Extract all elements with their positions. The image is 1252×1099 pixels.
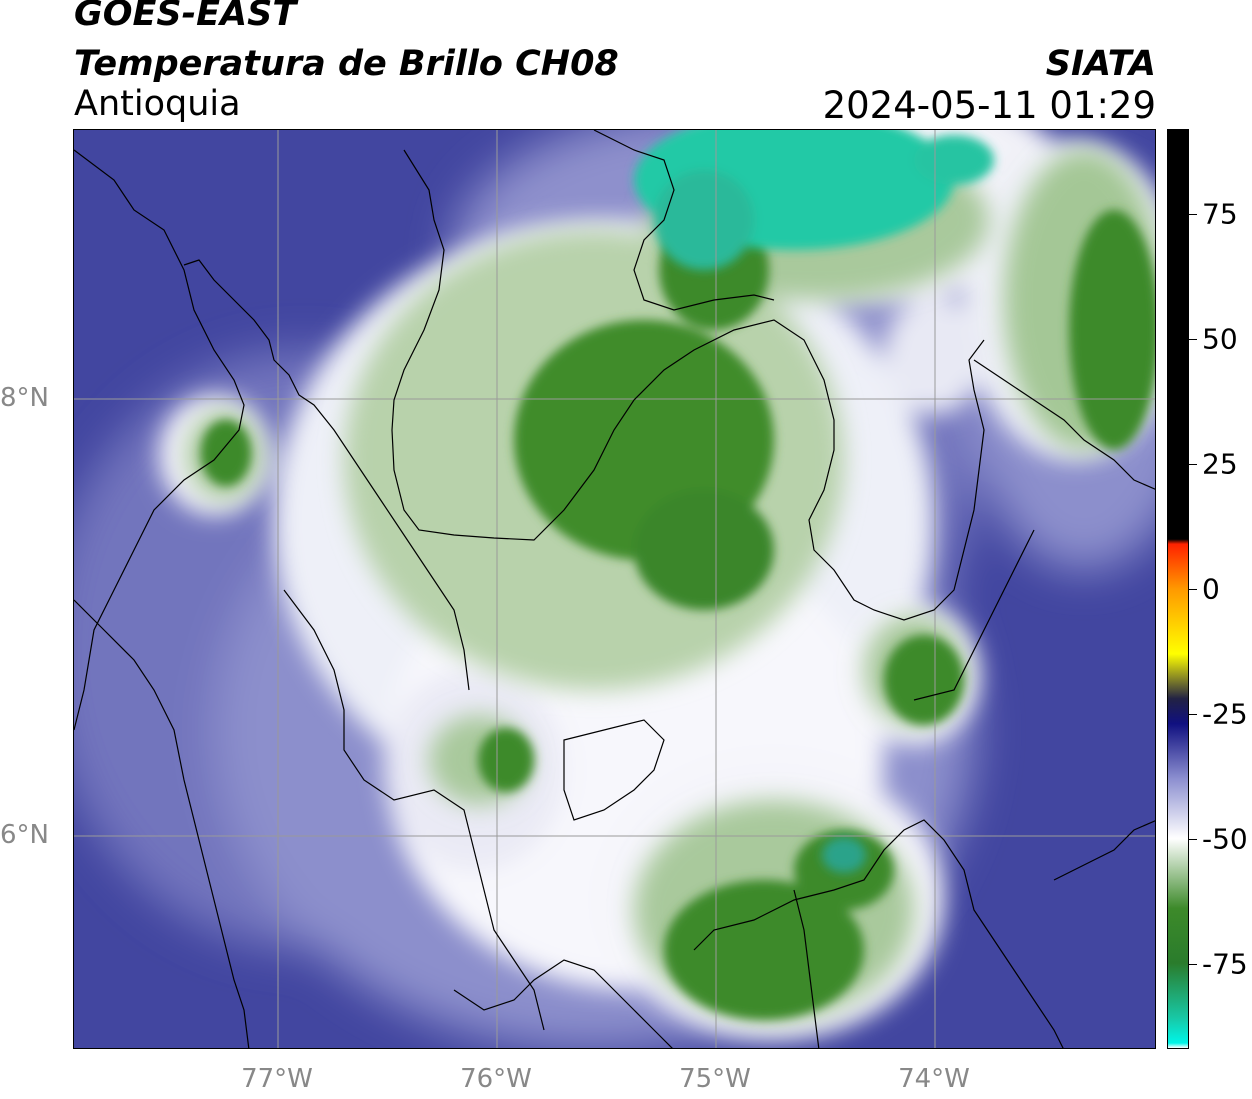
temperature-colorbar [1167, 129, 1189, 1049]
satellite-map[interactable] [73, 129, 1156, 1049]
colorbar-tick-label: -50 [1202, 822, 1248, 856]
colorbar-tick [1189, 964, 1197, 965]
colorbar-tick [1189, 714, 1197, 715]
colorbar-tick-label: 50 [1202, 322, 1238, 356]
lat-label-6n: 6°N [0, 820, 49, 850]
lat-label-8n: 8°N [0, 383, 49, 413]
lon-label-76w: 76°W [460, 1064, 532, 1094]
datetime-label: 2024-05-11 01:29 [822, 84, 1156, 127]
region-label: Antioquia [74, 84, 241, 124]
colorbar-tick [1189, 214, 1197, 215]
colorbar-tick-label: 25 [1202, 447, 1238, 481]
lon-label-74w: 74°W [898, 1064, 970, 1094]
colorbar-tick-label: 0 [1202, 572, 1220, 606]
agency-label: SIATA [1045, 44, 1156, 84]
colorbar-tick-label: -25 [1202, 697, 1248, 731]
satellite-title: GOES-EAST [74, 0, 297, 34]
colorbar-tick-label: 75 [1202, 197, 1238, 231]
colorbar-tick [1189, 839, 1197, 840]
lon-label-75w: 75°W [679, 1064, 751, 1094]
teal-top-layer [634, 130, 994, 873]
product-title: Temperatura de Brillo CH08 [74, 44, 619, 84]
lon-label-77w: 77°W [241, 1064, 313, 1094]
colorbar-tick-label: -75 [1202, 947, 1248, 981]
colorbar-tick [1189, 464, 1197, 465]
map-canvas [74, 130, 1155, 1048]
colorbar-tick [1189, 339, 1197, 340]
colorbar-tick [1189, 589, 1197, 590]
cold-cloud-layer [201, 210, 1155, 1020]
political-borders [74, 130, 1155, 1048]
